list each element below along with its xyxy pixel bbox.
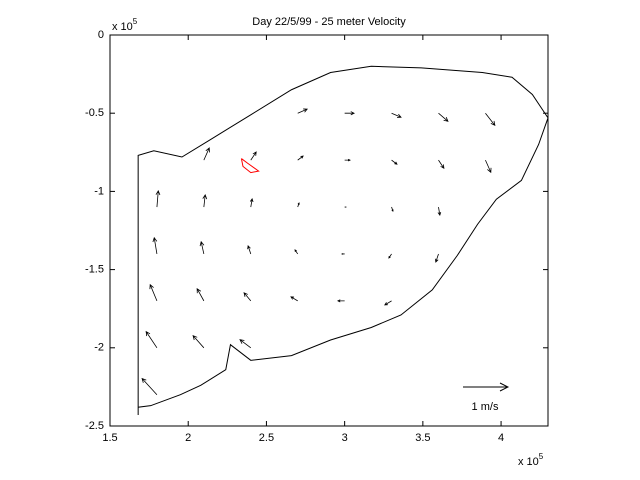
velocity-arrow	[290, 296, 298, 302]
scale-label: 1 m/s	[472, 401, 499, 413]
scale-arrow-head	[499, 382, 510, 392]
velocity-arrow	[391, 206, 394, 212]
velocity-arrow	[202, 194, 208, 208]
velocity-arrow	[297, 155, 304, 161]
y-multiplier: x 105	[112, 17, 138, 33]
velocity-arrow	[438, 112, 449, 122]
contour-line	[240, 158, 260, 174]
velocity-arrow	[196, 287, 205, 302]
velocity-arrow	[192, 334, 205, 349]
x-tick-label: 2	[185, 432, 191, 444]
velocity-arrow	[297, 202, 300, 208]
velocity-arrow	[294, 249, 299, 255]
velocity-arrow	[243, 292, 252, 302]
velocity-arrow	[341, 253, 345, 255]
x-tick-label: 4	[498, 432, 504, 444]
velocity-arrow	[344, 111, 355, 116]
chart-title: Day 22/5/99 - 25 meter Velocity	[252, 16, 406, 28]
x-multiplier: x 105	[518, 452, 544, 468]
y-tick-label: -2	[94, 342, 104, 354]
velocity-arrow	[203, 147, 210, 161]
y-tick-label: -0.5	[85, 107, 104, 119]
y-tick-label: -1	[94, 185, 104, 197]
velocity-arrow	[485, 112, 496, 127]
velocity-arrow	[141, 377, 158, 395]
velocity-arrow	[249, 198, 254, 208]
x-tick-label: 3.5	[415, 432, 430, 444]
y-tick-label: -1.5	[85, 264, 104, 276]
velocity-arrow	[247, 245, 252, 255]
x-tick-label: 2.5	[259, 432, 274, 444]
velocity-arrow	[152, 236, 158, 255]
y-tick-label: -2.5	[85, 420, 104, 432]
velocity-arrow	[434, 253, 439, 263]
coastline	[137, 65, 549, 416]
x-tick-label: 3	[342, 432, 348, 444]
velocity-arrow	[336, 299, 345, 303]
velocity-arrow	[344, 158, 351, 162]
velocity-arrow	[485, 159, 492, 174]
x-tick-label: 1.5	[102, 432, 117, 444]
y-tick-label: 0	[98, 29, 104, 41]
velocity-arrow	[149, 283, 158, 302]
velocity-arrow	[239, 339, 252, 349]
velocity-arrow	[155, 189, 161, 208]
velocity-arrow	[145, 330, 158, 349]
plot-frame	[109, 34, 549, 427]
velocity-arrow	[297, 108, 308, 114]
velocity-arrow	[391, 159, 398, 165]
velocity-arrow	[391, 112, 402, 118]
velocity-arrow	[250, 151, 257, 161]
velocity-arrow	[388, 253, 392, 259]
velocity-arrow	[384, 300, 392, 306]
velocity-arrow	[438, 159, 445, 169]
velocity-arrow	[199, 240, 205, 255]
velocity-arrow	[437, 206, 442, 217]
